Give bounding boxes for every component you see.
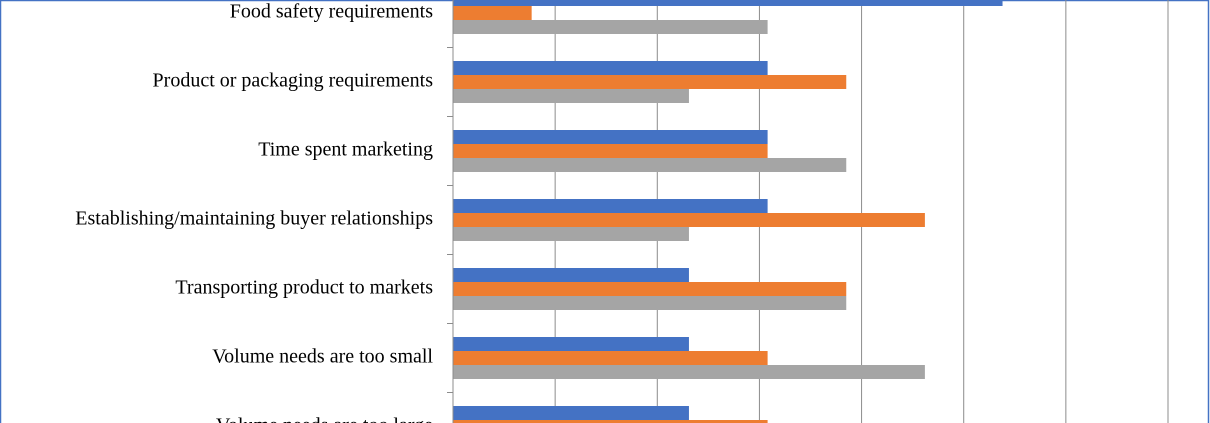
bar (453, 199, 768, 213)
bar (453, 130, 768, 144)
bar (453, 365, 925, 379)
bar (453, 268, 689, 282)
y-tick-label: Time spent marketing (258, 139, 433, 161)
bar (453, 337, 689, 351)
bar (453, 75, 847, 89)
bar (453, 420, 768, 423)
bar (453, 296, 847, 310)
bar (453, 351, 768, 365)
y-tick-label: Establishing/maintaining buyer relations… (75, 208, 433, 230)
bar (453, 158, 847, 172)
bar (453, 406, 689, 420)
y-tick-label: Transporting product to markets (175, 277, 433, 299)
y-tick-label: Food safety requirements (230, 1, 433, 23)
bar (453, 89, 689, 103)
y-tick-label: Volume needs are too large (216, 415, 433, 423)
bar (453, 282, 847, 296)
bar (453, 6, 532, 20)
bar (453, 144, 768, 158)
bar (453, 227, 689, 241)
bar (453, 20, 768, 34)
y-tick-label: Volume needs are too small (212, 346, 433, 368)
bar (453, 213, 925, 227)
bar (453, 61, 768, 75)
y-tick-label: Product or packaging requirements (153, 70, 434, 92)
bar (453, 0, 1003, 6)
